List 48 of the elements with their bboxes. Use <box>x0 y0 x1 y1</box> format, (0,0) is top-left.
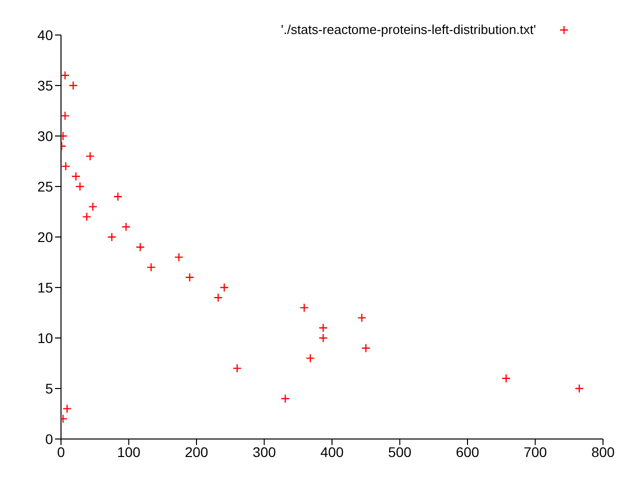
point <box>174 252 184 262</box>
x-tick-label: 800 <box>591 444 615 460</box>
y-tick-label: 25 <box>37 178 54 194</box>
y-tick-label: 20 <box>37 228 54 245</box>
point <box>61 70 70 80</box>
x-tick-label: 0 <box>57 444 66 460</box>
point <box>121 222 131 232</box>
point <box>185 272 194 282</box>
point <box>214 293 223 302</box>
y-tick-label: 35 <box>37 77 54 94</box>
point <box>136 242 145 252</box>
point <box>107 232 116 242</box>
point <box>502 374 511 383</box>
point <box>574 384 584 394</box>
point <box>113 192 123 202</box>
x-tick-label: 700 <box>524 444 548 460</box>
x-tick-label: 500 <box>388 444 412 460</box>
point <box>220 282 229 292</box>
y-tick-label: 15 <box>37 279 54 296</box>
point <box>75 182 85 192</box>
point <box>62 404 72 414</box>
x-tick-label: 100 <box>117 444 141 460</box>
y-tick-label: 30 <box>37 128 54 144</box>
point <box>300 303 309 312</box>
point <box>82 212 92 222</box>
x-tick-label: 200 <box>184 444 208 460</box>
point <box>280 394 290 404</box>
point <box>232 364 242 373</box>
point <box>306 354 315 363</box>
point <box>71 172 81 181</box>
point <box>361 344 370 353</box>
y-tick-label: 10 <box>37 330 54 346</box>
point <box>318 323 328 332</box>
point <box>88 202 98 212</box>
point <box>357 313 366 322</box>
legend-label: './stats-reactome-proteins-left-distribution.txt' <box>281 22 536 37</box>
x-tick-label: 400 <box>320 444 344 460</box>
point <box>86 152 95 161</box>
point <box>68 80 78 90</box>
point <box>318 333 328 343</box>
y-tick-label: 0 <box>45 430 54 447</box>
point <box>61 162 70 171</box>
x-tick-label: 300 <box>252 444 276 460</box>
x-tick-label: 600 <box>456 444 480 460</box>
point <box>61 111 70 120</box>
point <box>146 262 156 272</box>
y-tick-label: 40 <box>37 26 54 43</box>
y-tick-label: 5 <box>45 380 54 396</box>
